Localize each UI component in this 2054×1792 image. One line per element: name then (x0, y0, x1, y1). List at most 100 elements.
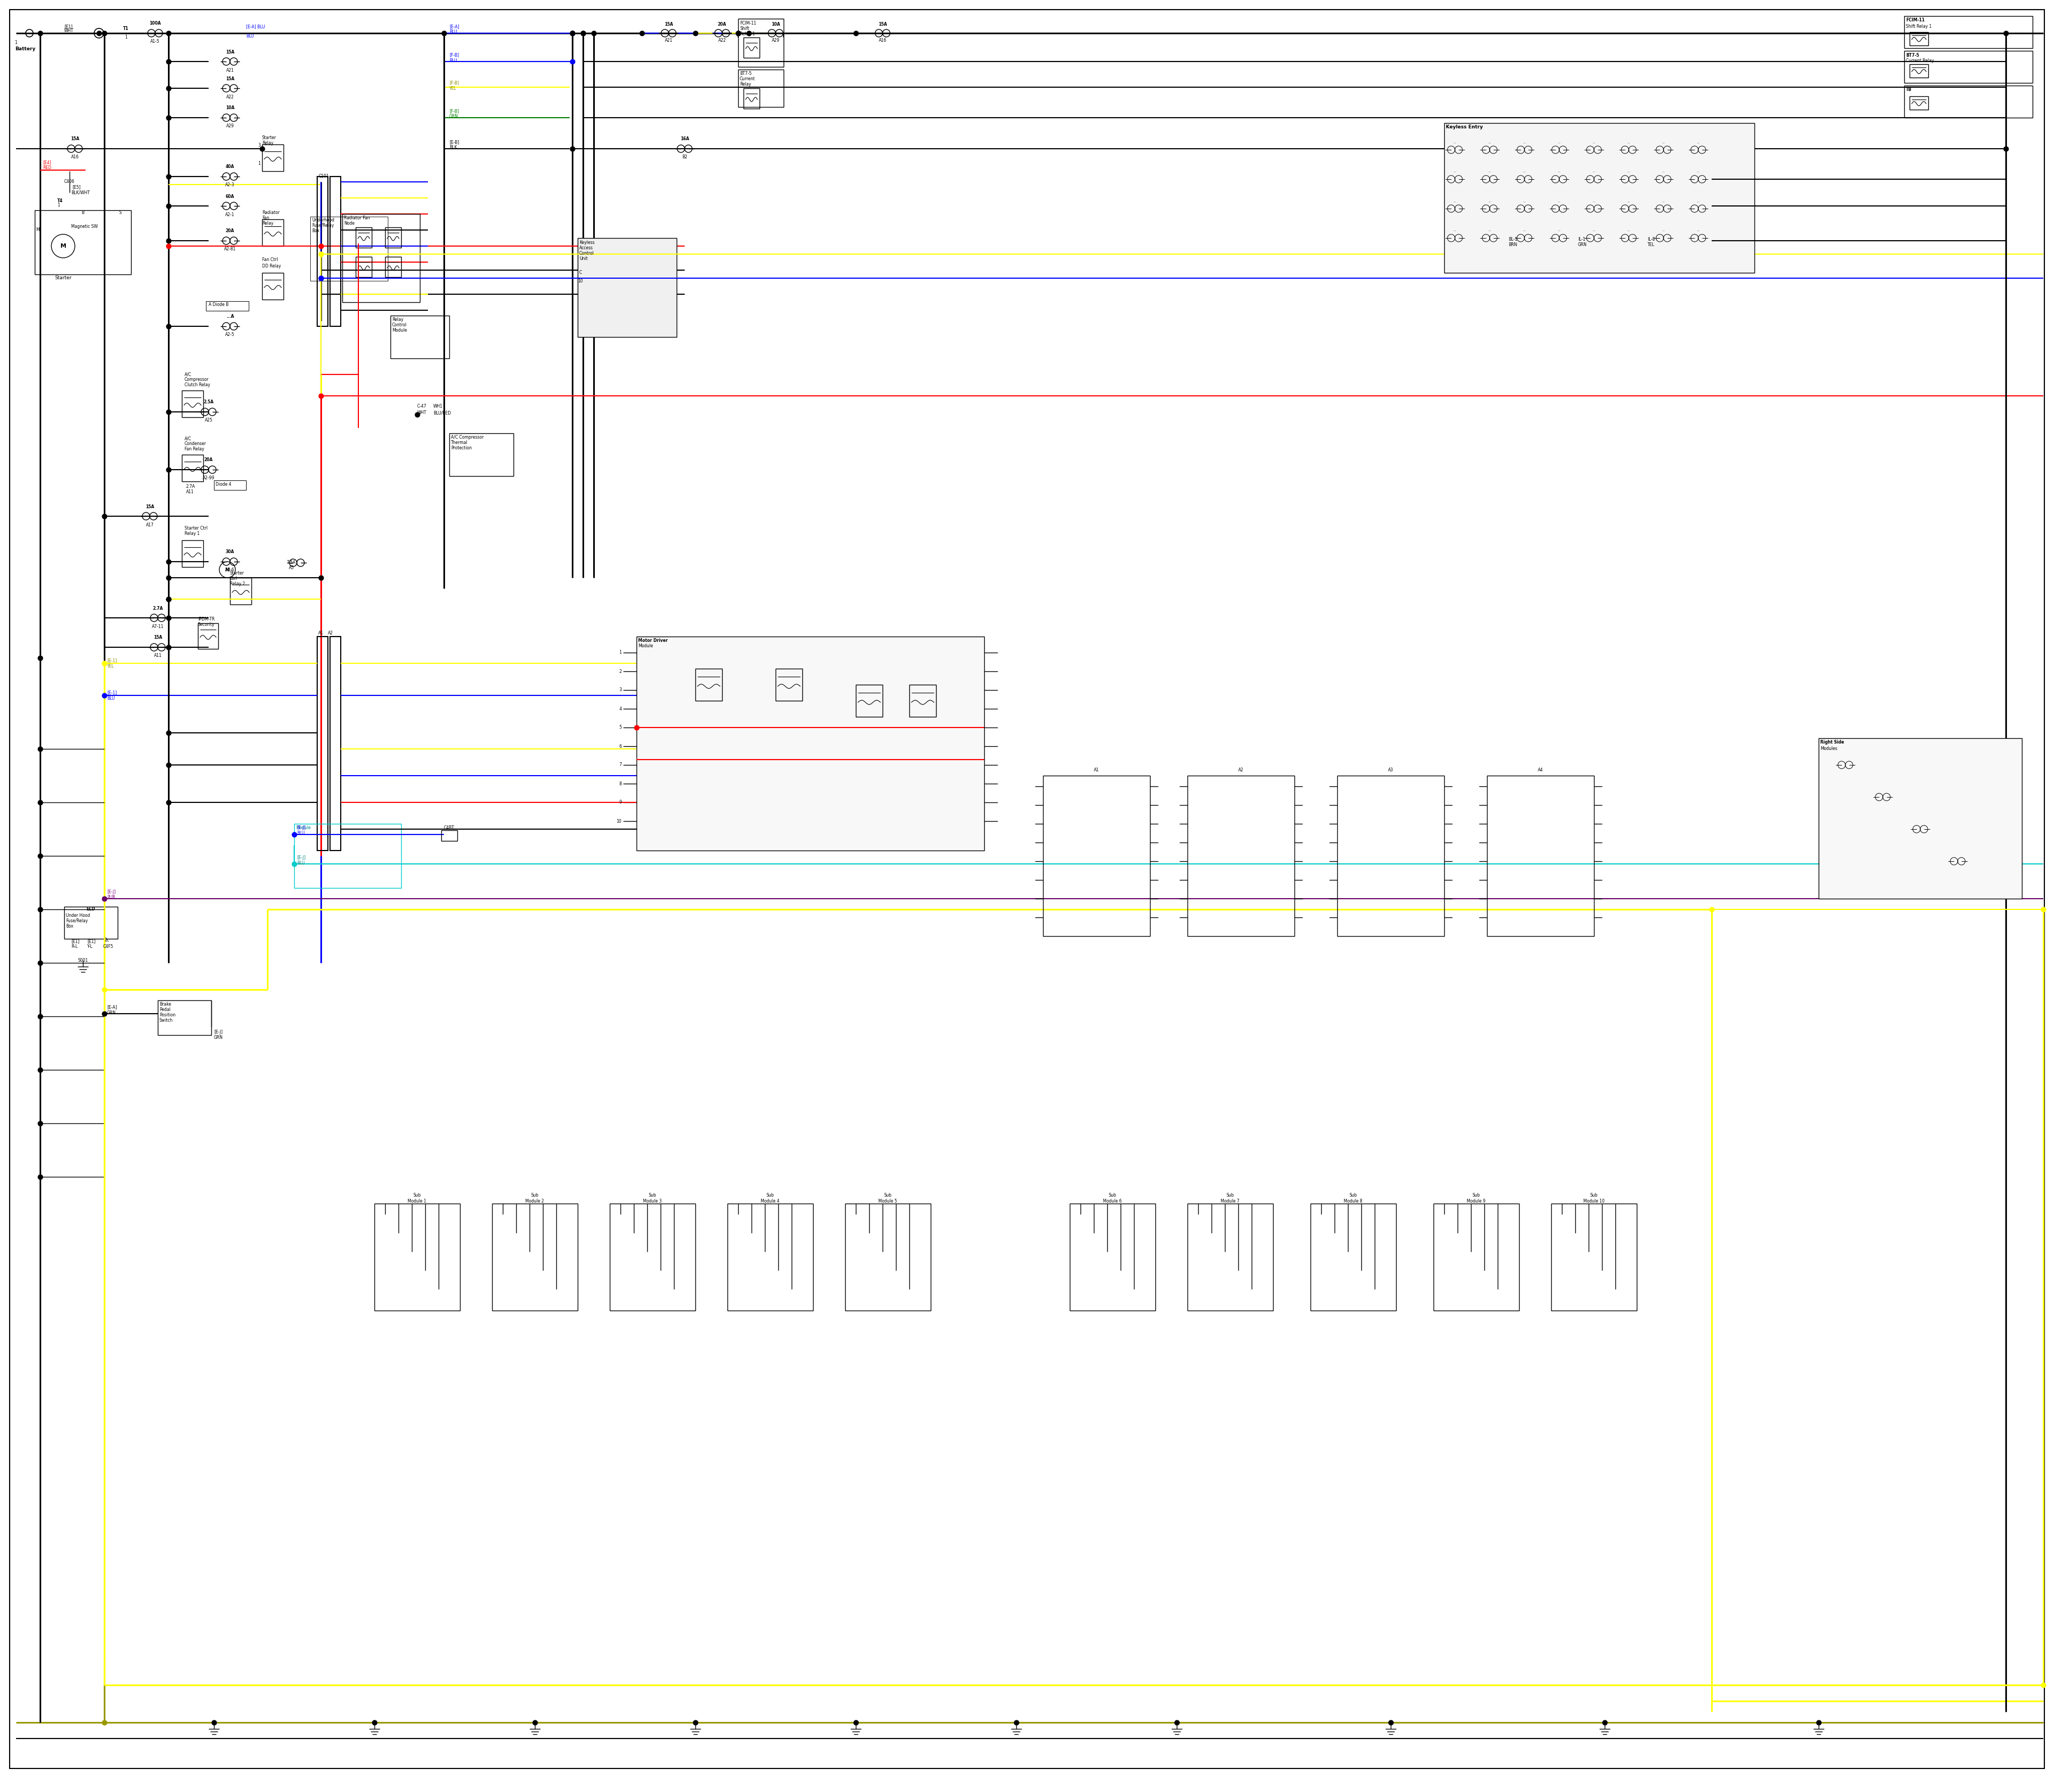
Text: [E-B]: [E-B] (450, 140, 460, 145)
Text: A/C: A/C (185, 373, 191, 376)
Text: Box: Box (66, 925, 74, 928)
Point (25, 1109, 58, 1138)
Text: [E-A]: [E-A] (450, 25, 460, 29)
Text: M: M (226, 568, 230, 572)
Text: [E-A]: [E-A] (107, 1005, 117, 1009)
Point (2027, 894, 2054, 923)
Text: GRN: GRN (107, 1011, 117, 1014)
Text: ...: ... (1557, 229, 1561, 231)
Text: S001: S001 (78, 957, 88, 962)
Text: ...: ... (1524, 199, 1526, 202)
Text: ...: ... (1627, 142, 1631, 143)
Point (152, 455, 185, 484)
Text: BLU: BLU (450, 57, 458, 63)
Text: PUR: PUR (107, 896, 115, 900)
Bar (1904, 50, 2033, 82)
Text: ELD: ELD (86, 907, 94, 912)
Text: Keyless: Keyless (579, 240, 594, 246)
Text: ...: ... (1662, 170, 1666, 174)
Bar (637, 636, 984, 851)
Point (620, 713, 653, 742)
Text: A11: A11 (154, 654, 162, 658)
Text: ...: ... (1454, 142, 1456, 143)
Point (1374, 1708, 1407, 1736)
Bar (1551, 1204, 1637, 1310)
Text: 2.5A: 2.5A (203, 400, 214, 405)
Text: Relay 2: Relay 2 (230, 582, 244, 586)
Text: 40A: 40A (226, 165, 234, 168)
Text: Keyless Entry: Keyless Entry (1446, 125, 1483, 129)
Text: Relay: Relay (392, 317, 403, 323)
Bar (263, 219, 283, 246)
Point (567, 20, 600, 48)
Text: ...: ... (1592, 199, 1596, 202)
Point (152, 20, 185, 48)
Bar (610, 1204, 696, 1310)
Text: M: M (60, 244, 66, 249)
Text: 30A: 30A (226, 550, 234, 554)
Bar (386, 228, 401, 247)
Point (88, 1000, 121, 1029)
Text: 1: 1 (259, 161, 261, 165)
Text: BLU: BLU (298, 831, 304, 835)
Text: A3: A3 (1389, 769, 1393, 772)
Text: 15A: 15A (154, 634, 162, 640)
Text: [E-J]: [E-J] (298, 855, 306, 860)
Text: GRN: GRN (450, 115, 458, 118)
Point (25, 735, 58, 763)
Text: Node: Node (343, 220, 355, 226)
Text: A11: A11 (187, 489, 193, 495)
Point (152, 226, 185, 254)
Text: ...: ... (1627, 229, 1631, 231)
Text: 4: 4 (618, 706, 622, 711)
Bar (230, 577, 251, 604)
Bar (386, 256, 401, 278)
Text: Ctrl: Ctrl (230, 577, 238, 581)
Text: Magnetic SW: Magnetic SW (72, 224, 99, 229)
Point (427, 20, 460, 48)
Point (88, 649, 121, 677)
Text: 16A: 16A (680, 136, 688, 142)
Text: Control: Control (579, 251, 594, 256)
Text: Sub
Module 6: Sub Module 6 (1103, 1193, 1121, 1204)
Text: Sub
Module 9: Sub Module 9 (1467, 1193, 1485, 1204)
Text: ...: ... (1524, 229, 1526, 231)
Point (152, 73, 185, 102)
Text: A2: A2 (329, 631, 333, 636)
Bar (1444, 124, 1754, 272)
Text: ...: ... (1524, 142, 1526, 143)
Text: Relay 1: Relay 1 (185, 530, 199, 536)
Point (304, 240, 337, 269)
Text: Sub
Module 7: Sub Module 7 (1220, 1193, 1241, 1204)
Text: ...: ... (1592, 170, 1596, 174)
Point (25, 948, 58, 977)
Bar (1910, 65, 1929, 77)
Text: A1: A1 (318, 631, 325, 636)
Text: Sub
Module 2: Sub Module 2 (526, 1193, 544, 1204)
Text: A/C: A/C (185, 435, 191, 441)
Text: ...: ... (1592, 142, 1596, 143)
Bar (64, 907, 117, 939)
Point (152, 312, 185, 340)
Text: ...: ... (1557, 142, 1561, 143)
Text: Relay 1: Relay 1 (739, 30, 756, 36)
Point (25, 788, 58, 817)
Text: Security: Security (197, 622, 216, 627)
Point (152, 192, 185, 220)
Point (152, 751, 185, 780)
Text: A/C Compressor: A/C Compressor (452, 435, 483, 441)
Bar (857, 685, 883, 717)
Point (721, 20, 754, 48)
Text: Fan Relay: Fan Relay (185, 446, 203, 452)
Bar (1310, 1204, 1397, 1310)
Point (1588, 1708, 1621, 1736)
Text: 2: 2 (618, 668, 622, 674)
Text: [E1]: [E1] (86, 939, 94, 944)
Text: DD Relay: DD Relay (263, 263, 281, 269)
Point (1801, 1708, 1834, 1736)
Text: ...: ... (1627, 199, 1631, 202)
Bar (355, 228, 372, 247)
Text: Clutch Relay: Clutch Relay (185, 383, 210, 387)
Text: 3: 3 (618, 688, 622, 692)
Text: C: C (579, 271, 581, 276)
